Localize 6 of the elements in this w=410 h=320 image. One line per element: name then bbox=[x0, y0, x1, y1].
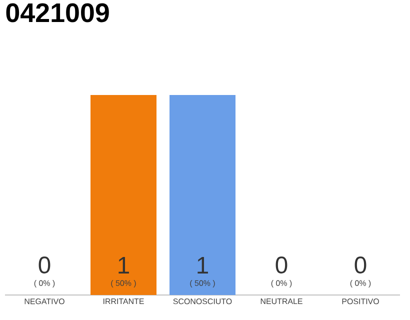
data-label: 0 bbox=[276, 256, 288, 274]
data-label: 0 bbox=[38, 256, 50, 274]
chart-title: 0421009 bbox=[6, 3, 109, 22]
data-label: 0 bbox=[354, 256, 366, 274]
data-label: 1 bbox=[198, 257, 208, 274]
data-label: 1 bbox=[118, 257, 129, 274]
